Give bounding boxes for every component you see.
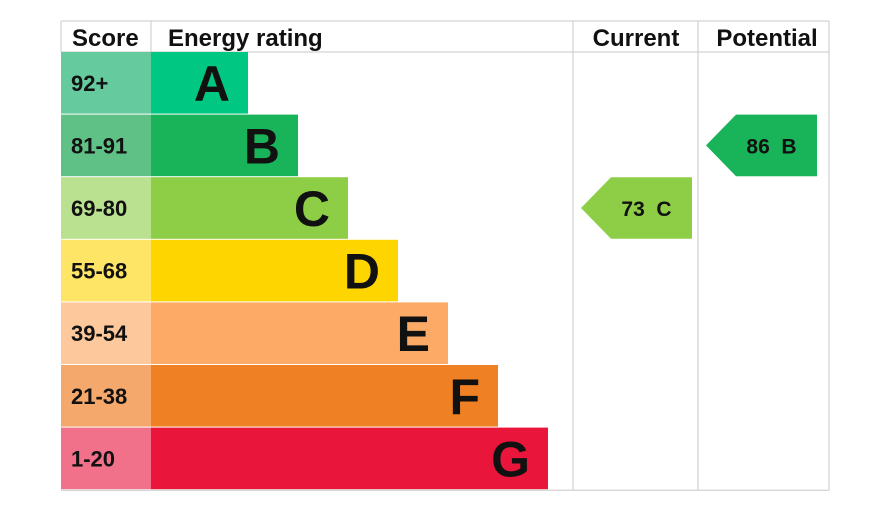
rating-letter-e: E — [397, 306, 430, 362]
potential-header: Potential — [716, 25, 817, 52]
score-label-a: 92+ — [71, 71, 108, 96]
score-cell-b — [61, 114, 151, 177]
energy-rating-header: Energy rating — [168, 25, 323, 52]
current-rating-arrow — [581, 177, 692, 239]
potential-rating-arrow — [706, 114, 817, 177]
score-label-f: 21-38 — [71, 384, 127, 409]
score-label-d: 55-68 — [71, 259, 127, 284]
score-cell-c — [61, 177, 151, 239]
rating-letter-d: D — [344, 244, 380, 300]
score-cell-d — [61, 239, 151, 302]
header-row: Score Energy rating Current Potential — [72, 25, 818, 52]
score-label-e: 39-54 — [71, 321, 128, 346]
score-cell-a — [61, 52, 151, 114]
score-cell-e — [61, 302, 151, 364]
rating-letter-f: F — [449, 369, 480, 425]
score-cell-g — [61, 427, 151, 490]
rating-bar-c — [151, 177, 348, 239]
rating-letter-g: G — [491, 431, 530, 487]
score-label-c: 69-80 — [71, 196, 127, 221]
rating-letter-a: A — [194, 56, 230, 112]
rating-bar-e — [151, 302, 448, 364]
rating-letter-b: B — [244, 118, 280, 174]
potential-rating-label: 86 B — [746, 135, 796, 158]
rating-bar-d — [151, 239, 398, 302]
rating-bar-f — [151, 365, 498, 427]
score-label-b: 81-91 — [71, 133, 127, 158]
rating-bar-b — [151, 114, 298, 177]
rating-bar-a — [151, 52, 248, 114]
rating-letter-c: C — [294, 181, 330, 237]
current-header: Current — [593, 25, 680, 52]
rating-bar-g — [151, 427, 548, 490]
current-rating-label: 73 C — [621, 198, 671, 221]
rating-indicators: 73 C 86 B — [581, 114, 817, 239]
rating-bands: 92+ A 81-91 B 69-80 C 55-68 D 39-54 E 21-38 F 1-20 G — [61, 52, 548, 490]
score-cell-f — [61, 365, 151, 427]
score-label-g: 1-20 — [71, 446, 115, 471]
score-header: Score — [72, 25, 139, 52]
